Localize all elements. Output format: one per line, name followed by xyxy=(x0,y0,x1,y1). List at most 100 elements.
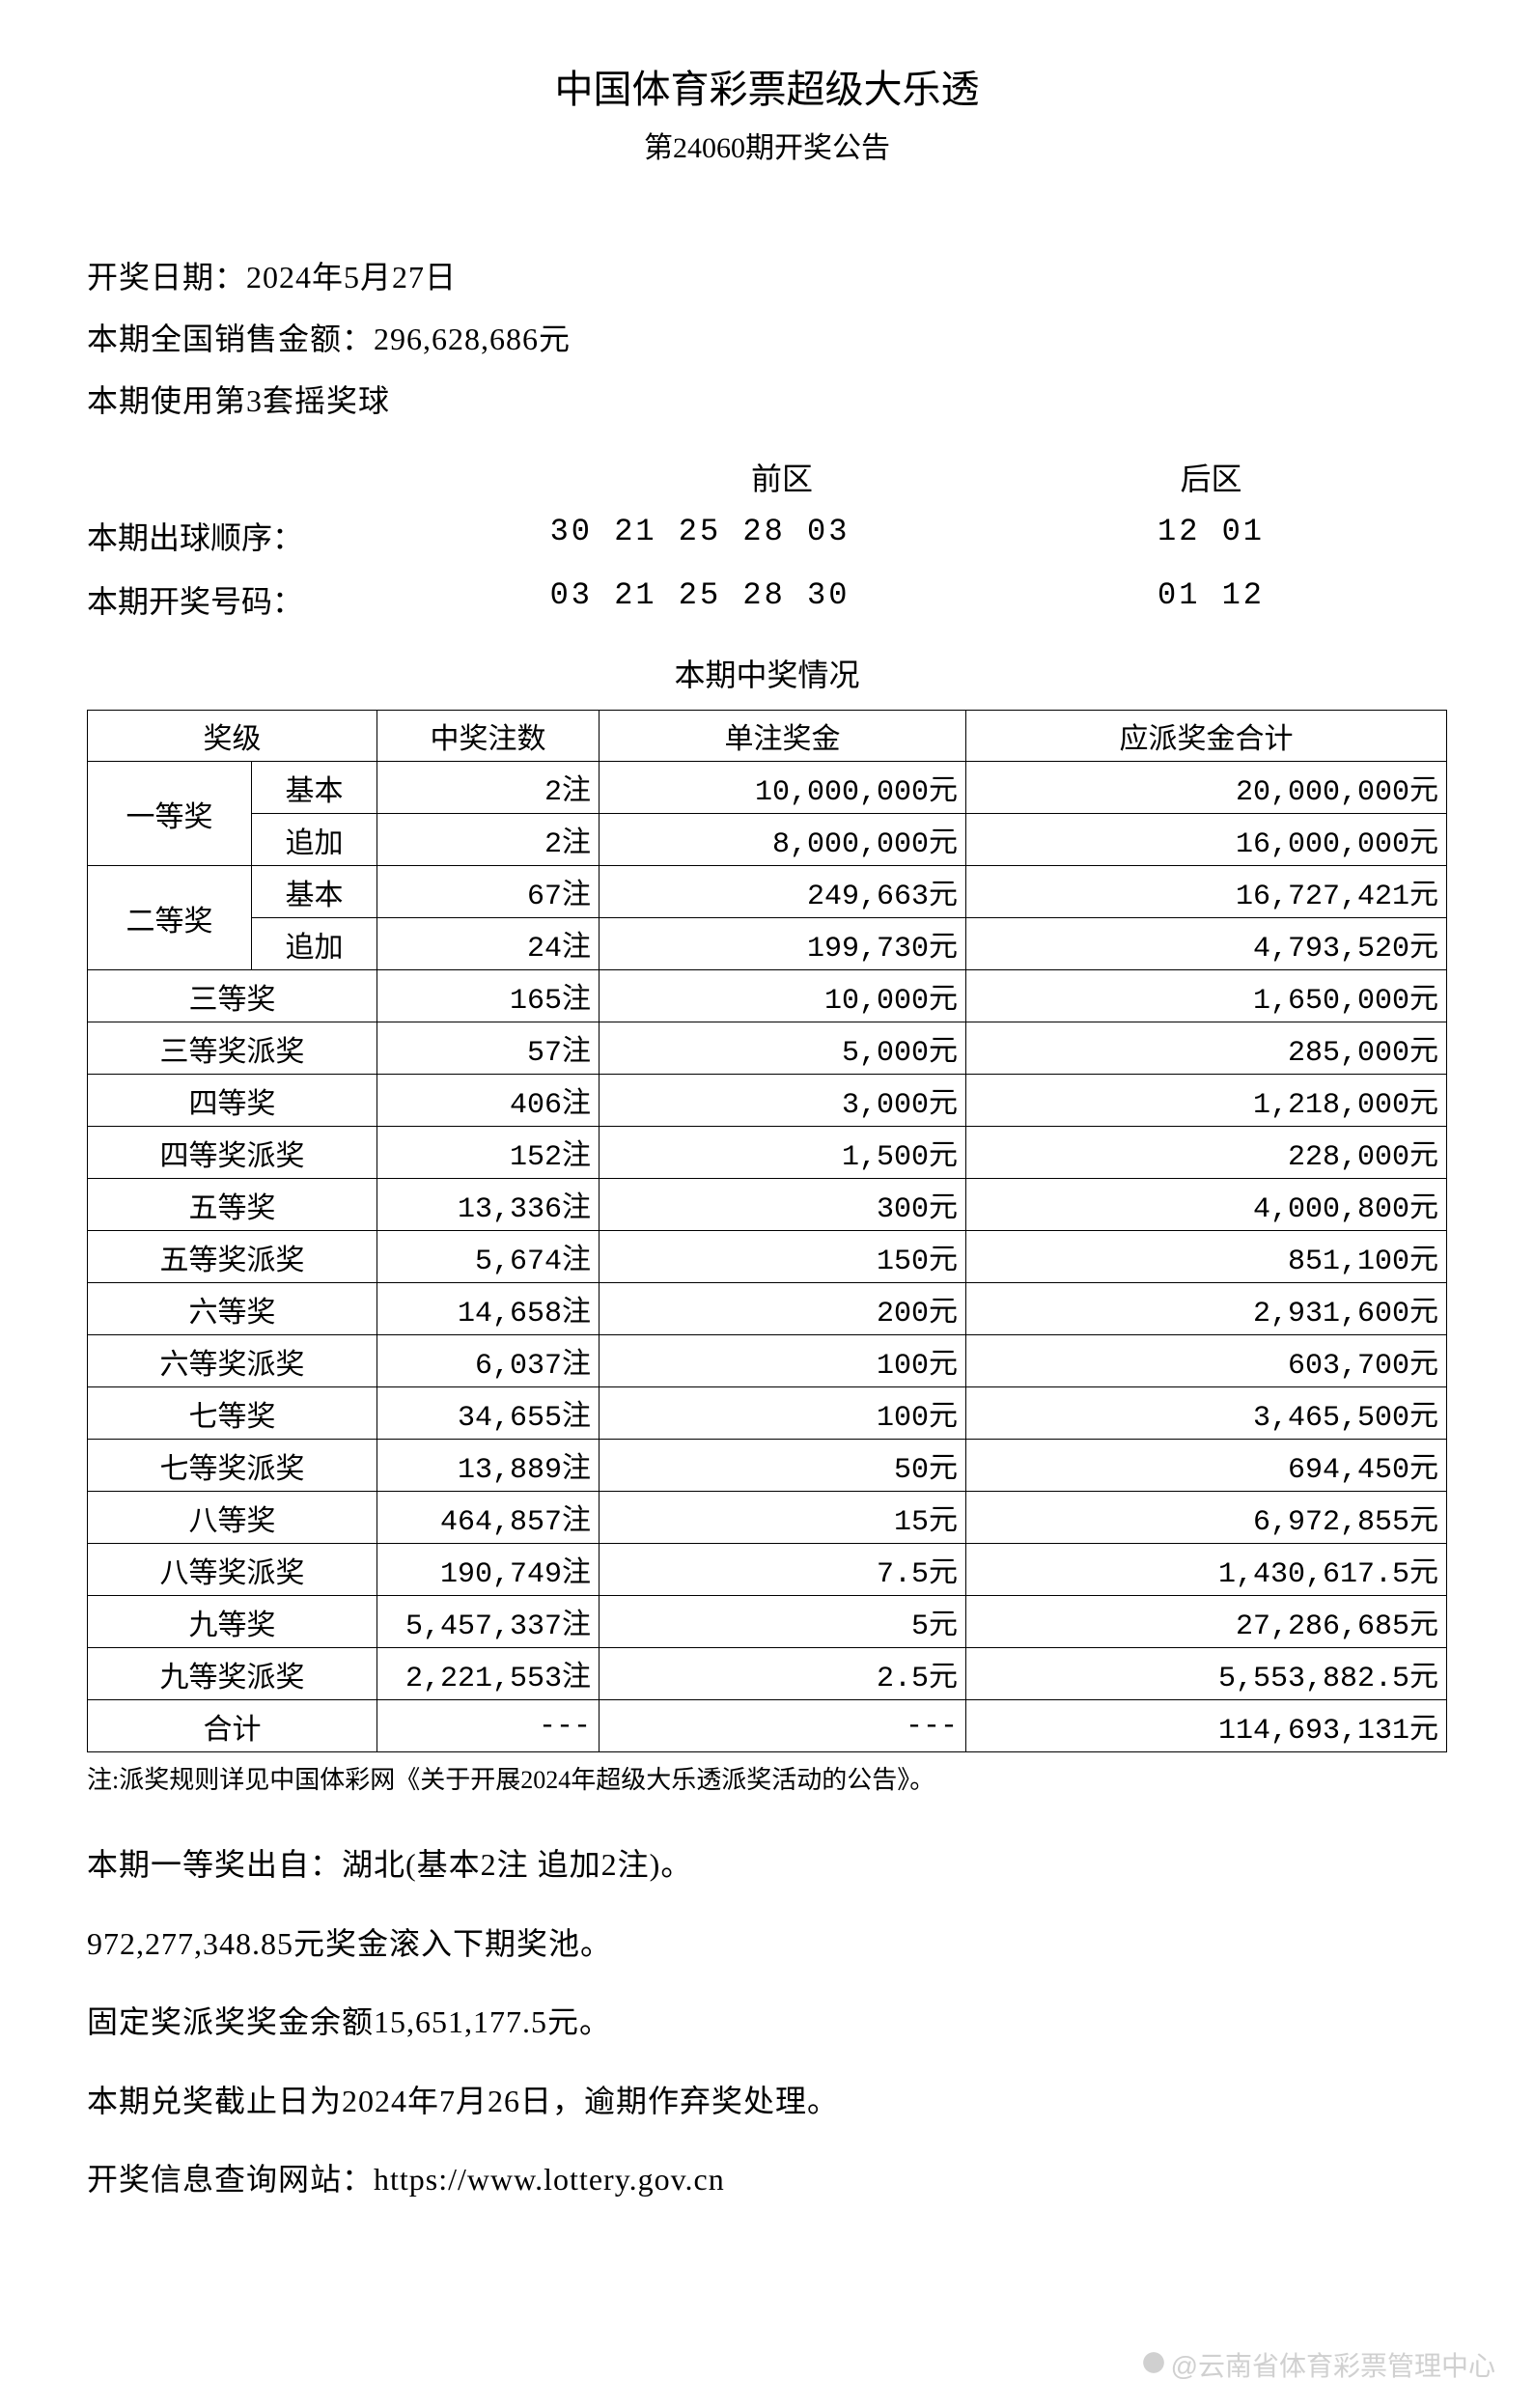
cell-level: 六等奖派奖 xyxy=(88,1335,377,1387)
document-title: 中国体育彩票超级大乐透 xyxy=(87,58,1447,114)
cell-level: 八等奖派奖 xyxy=(88,1544,377,1596)
cell-prize: 249,663元 xyxy=(600,866,966,918)
table-row: 八等奖464,857注15元6,972,855元 xyxy=(88,1492,1447,1544)
cell-total: 27,286,685元 xyxy=(966,1596,1447,1648)
cell-total: 6,972,855元 xyxy=(966,1492,1447,1544)
cell-count: 34,655注 xyxy=(377,1387,600,1440)
cell-prize: 8,000,000元 xyxy=(600,814,966,866)
cell-total: 114,693,131元 xyxy=(966,1700,1447,1752)
draw-date-label: 开奖日期： xyxy=(87,260,246,294)
cell-total: 5,553,882.5元 xyxy=(966,1648,1447,1700)
prize-table: 奖级 中奖注数 单注奖金 应派奖金合计 一等奖基本2注10,000,000元20… xyxy=(87,710,1447,1752)
cell-count: 67注 xyxy=(377,866,600,918)
cell-total: 2,931,600元 xyxy=(966,1283,1447,1335)
draw-date-value: 2024年5月27日 xyxy=(246,260,457,294)
table-row: 九等奖5,457,337注5元27,286,685元 xyxy=(88,1596,1447,1648)
sales-amount-line: 本期全国销售金额：296,628,686元 xyxy=(87,315,1447,359)
table-row: 追加2注8,000,000元16,000,000元 xyxy=(88,814,1447,866)
cell-count: 13,889注 xyxy=(377,1440,600,1492)
cell-level: 合计 xyxy=(88,1700,377,1752)
cell-count: 2注 xyxy=(377,762,600,814)
cell-level: 五等奖派奖 xyxy=(88,1231,377,1283)
table-row: 七等奖34,655注100元3,465,500元 xyxy=(88,1387,1447,1440)
winning-numbers-row: 本期开奖号码： 03 21 25 28 30 01 12 xyxy=(87,577,1447,622)
cell-total: 1,430,617.5元 xyxy=(966,1544,1447,1596)
cell-count: 57注 xyxy=(377,1022,600,1075)
cell-level-main: 一等奖 xyxy=(88,762,252,866)
cell-total: 16,727,421元 xyxy=(966,866,1447,918)
cell-total: 1,650,000元 xyxy=(966,970,1447,1022)
cell-count: 6,037注 xyxy=(377,1335,600,1387)
cell-prize: 100元 xyxy=(600,1387,966,1440)
cell-total: 4,793,520元 xyxy=(966,918,1447,970)
table-row: 七等奖派奖13,889注50元694,450元 xyxy=(88,1440,1447,1492)
table-row: 六等奖派奖6,037注100元603,700元 xyxy=(88,1335,1447,1387)
cell-count: 2注 xyxy=(377,814,600,866)
cell-count: 406注 xyxy=(377,1075,600,1127)
cell-level: 三等奖派奖 xyxy=(88,1022,377,1075)
cell-level-main: 二等奖 xyxy=(88,866,252,970)
cell-count: 152注 xyxy=(377,1127,600,1179)
draw-order-front: 30 21 25 28 03 xyxy=(425,514,975,558)
back-zone-label: 后区 xyxy=(975,455,1447,499)
cell-total: 603,700元 xyxy=(966,1335,1447,1387)
cell-level: 八等奖 xyxy=(88,1492,377,1544)
table-row: 六等奖14,658注200元2,931,600元 xyxy=(88,1283,1447,1335)
cell-level: 五等奖 xyxy=(88,1179,377,1231)
table-note: 注:派奖规则详见中国体彩网《关于开展2024年超级大乐透派奖活动的公告》。 xyxy=(87,1760,1447,1796)
cell-level: 六等奖 xyxy=(88,1283,377,1335)
cell-level-sub: 基本 xyxy=(252,762,377,814)
draw-date-line: 开奖日期：2024年5月27日 xyxy=(87,253,1447,297)
document-subtitle: 第24060期开奖公告 xyxy=(87,124,1447,166)
cell-count: --- xyxy=(377,1700,600,1752)
cell-count: 2,221,553注 xyxy=(377,1648,600,1700)
cell-count: 165注 xyxy=(377,970,600,1022)
zone-header-row: 前区 后区 xyxy=(87,455,1447,499)
footer-line-3: 固定奖派奖奖金余额15,651,177.5元。 xyxy=(87,1987,1447,2058)
cell-prize: 5,000元 xyxy=(600,1022,966,1075)
cell-total: 3,465,500元 xyxy=(966,1387,1447,1440)
weibo-icon xyxy=(1141,2350,1166,2382)
cell-prize: 3,000元 xyxy=(600,1075,966,1127)
watermark: @云南省体育彩票管理中心 xyxy=(1141,2345,1495,2384)
cell-level: 九等奖 xyxy=(88,1596,377,1648)
cell-prize: 150元 xyxy=(600,1231,966,1283)
table-row: 追加24注199,730元4,793,520元 xyxy=(88,918,1447,970)
cell-level: 三等奖 xyxy=(88,970,377,1022)
footer-line-5: 开奖信息查询网站：https://www.lottery.gov.cn xyxy=(87,2144,1447,2216)
table-row: 三等奖派奖57注5,000元285,000元 xyxy=(88,1022,1447,1075)
info-section: 开奖日期：2024年5月27日 本期全国销售金额：296,628,686元 本期… xyxy=(87,253,1447,421)
draw-order-row: 本期出球顺序： 30 21 25 28 03 12 01 xyxy=(87,514,1447,558)
watermark-text: @云南省体育彩票管理中心 xyxy=(1171,2351,1495,2381)
cell-prize: 2.5元 xyxy=(600,1648,966,1700)
draw-order-back: 12 01 xyxy=(975,514,1447,558)
cell-prize: 300元 xyxy=(600,1179,966,1231)
table-row: 九等奖派奖2,221,553注2.5元5,553,882.5元 xyxy=(88,1648,1447,1700)
cell-count: 5,457,337注 xyxy=(377,1596,600,1648)
cell-prize: 5元 xyxy=(600,1596,966,1648)
cell-total: 20,000,000元 xyxy=(966,762,1447,814)
header-total: 应派奖金合计 xyxy=(966,711,1447,762)
cell-prize: 50元 xyxy=(600,1440,966,1492)
cell-count: 14,658注 xyxy=(377,1283,600,1335)
cell-total: 851,100元 xyxy=(966,1231,1447,1283)
table-row: 一等奖基本2注10,000,000元20,000,000元 xyxy=(88,762,1447,814)
footer-line-2: 972,277,348.85元奖金滚入下期奖池。 xyxy=(87,1909,1447,1980)
front-zone-label: 前区 xyxy=(589,455,975,499)
cell-prize: 7.5元 xyxy=(600,1544,966,1596)
table-header-row: 奖级 中奖注数 单注奖金 应派奖金合计 xyxy=(88,711,1447,762)
draw-order-label: 本期出球顺序： xyxy=(87,514,425,558)
winning-label: 本期开奖号码： xyxy=(87,577,425,622)
ball-set-line: 本期使用第3套摇奖球 xyxy=(87,377,1447,421)
cell-total: 4,000,800元 xyxy=(966,1179,1447,1231)
cell-level-sub: 追加 xyxy=(252,918,377,970)
cell-level: 七等奖 xyxy=(88,1387,377,1440)
table-row: 五等奖派奖5,674注150元851,100元 xyxy=(88,1231,1447,1283)
cell-prize: 1,500元 xyxy=(600,1127,966,1179)
cell-prize: 200元 xyxy=(600,1283,966,1335)
cell-level: 四等奖派奖 xyxy=(88,1127,377,1179)
header-count: 中奖注数 xyxy=(377,711,600,762)
sales-label: 本期全国销售金额： xyxy=(87,322,374,356)
table-row: 八等奖派奖190,749注7.5元1,430,617.5元 xyxy=(88,1544,1447,1596)
cell-level: 九等奖派奖 xyxy=(88,1648,377,1700)
